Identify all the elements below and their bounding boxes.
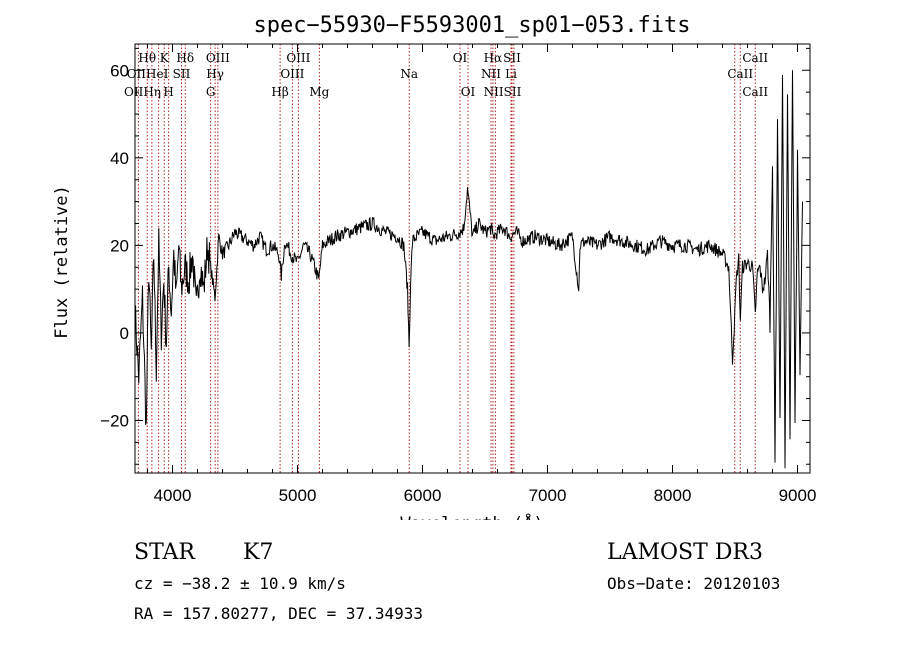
x-tick-label-0: 4000 [154, 486, 192, 505]
survey-name: LAMOST DR3 [607, 540, 763, 565]
y-tick-label-3: 40 [110, 149, 129, 168]
line-label-13: Na [400, 67, 418, 81]
spectrum-line [134, 70, 803, 469]
line-label-10: SII [173, 67, 191, 81]
line-label-14: NII [481, 67, 501, 81]
coordinates-readout: RA = 157.80277, DEC = 37.34933 [134, 604, 423, 623]
line-label-16: CaII [727, 67, 753, 81]
x-axis-label: Wavelength (Å) [400, 512, 543, 520]
x-tick-label-1: 5000 [279, 486, 317, 505]
line-label-3: OIII [206, 51, 230, 65]
y-tick-label-1: 0 [120, 324, 129, 343]
observation-date: Obs−Date: 20120103 [607, 574, 781, 593]
spectral-subclass: K7 [243, 540, 274, 565]
x-tick-label-2: 6000 [404, 486, 442, 505]
line-label-5: OI [453, 51, 468, 65]
y-tick-label-2: 20 [110, 236, 129, 255]
y-tick-label-0: −20 [100, 411, 129, 430]
line-label-8: CaII [742, 51, 768, 65]
object-class: STAR [134, 540, 195, 565]
line-label-23: NIISII [484, 85, 522, 99]
line-label-2: Hδ [176, 51, 194, 65]
line-label-18: H [163, 85, 173, 99]
line-label-19: G [206, 85, 216, 99]
chart-title: spec−55930−F5593001_sp01−053.fits [253, 13, 690, 38]
line-label-6: Hα [484, 51, 503, 65]
x-tick-label-5: 9000 [779, 486, 817, 505]
line-label-0: Hθ [138, 51, 156, 65]
line-label-15: Li [505, 67, 517, 81]
line-label-21: Mg [309, 85, 329, 99]
line-label-24: CaII [742, 85, 768, 99]
line-label-12: OIII [280, 67, 304, 81]
line-label-22: OI [461, 85, 476, 99]
x-axis-ticks: 4000 5000 6000 7000 8000 9000 [147, 44, 817, 505]
y-axis-ticks: −20 0 20 40 60 [100, 47, 810, 465]
plot-frame [134, 43, 811, 474]
line-label-1: K [160, 51, 170, 65]
y-axis-label: Flux (relative) [52, 185, 72, 339]
spectrum-chart: spec−55930−F5593001_sp01−053.fits Hθ K Hδ O… [52, 13, 817, 520]
line-label-4: OIII [286, 51, 310, 65]
line-label-20: Hβ [271, 85, 288, 99]
velocity-readout: cz = −38.2 ± 10.9 km/s [134, 574, 346, 593]
y-tick-label-4: 60 [110, 61, 129, 80]
x-tick-label-3: 7000 [529, 486, 567, 505]
line-markers [137, 44, 756, 473]
x-tick-label-4: 8000 [654, 486, 692, 505]
line-label-9: OIIHeI [127, 67, 169, 81]
line-label-11: Hγ [206, 67, 224, 81]
line-label-7: SII [503, 51, 521, 65]
line-label-17: OIIHη [124, 85, 161, 99]
